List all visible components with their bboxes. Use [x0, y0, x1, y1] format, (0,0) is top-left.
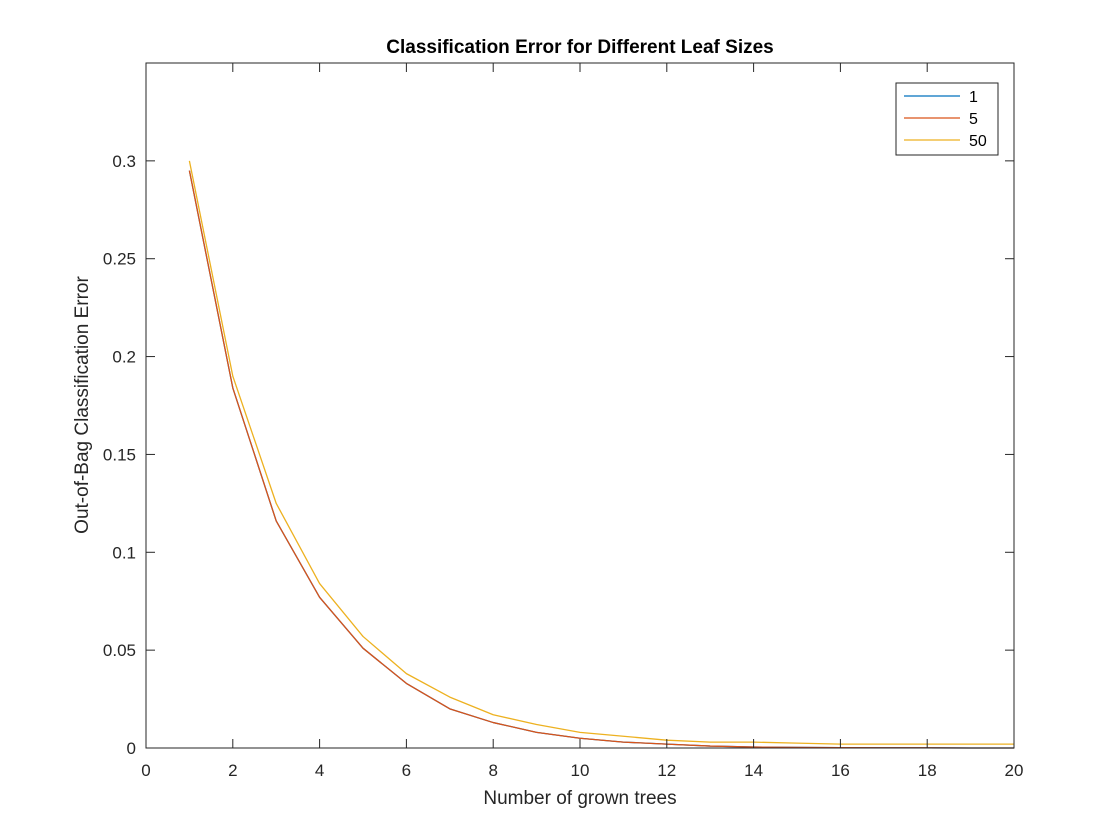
- x-tick-label: 14: [744, 761, 763, 780]
- x-tick-label: 18: [918, 761, 937, 780]
- y-tick-label: 0.1: [112, 543, 136, 562]
- y-axis-label: Out-of-Bag Classification Error: [72, 276, 93, 534]
- legend-box: [895, 82, 999, 156]
- x-tick-label: 16: [831, 761, 850, 780]
- y-tick-label: 0.3: [112, 152, 136, 171]
- ticks-layer: 0 2 4 6 8 10 12 14 16 18 20 0 0.05 0.1 0.15 0.2 0.25 0.3: [103, 63, 1024, 780]
- y-tick-label: 0: [127, 739, 136, 758]
- x-tick-label: 12: [657, 761, 676, 780]
- x-tick-label: 6: [402, 761, 411, 780]
- y-tick-label: 0.25: [103, 250, 136, 269]
- x-tick-label: 8: [488, 761, 497, 780]
- y-tick-label: 0.15: [103, 445, 136, 464]
- y-tick-label: 0.05: [103, 641, 136, 660]
- x-tick-label: 0: [141, 761, 150, 780]
- x-tick-label: 2: [228, 761, 237, 780]
- x-tick-label: 20: [1005, 761, 1024, 780]
- x-tick-label: 10: [571, 761, 590, 780]
- y-tick-label: 0.2: [112, 348, 136, 367]
- plot-area: [146, 63, 1014, 748]
- x-tick-label: 4: [315, 761, 324, 780]
- x-axis-label: Number of grown trees: [483, 788, 676, 809]
- series-line-50: [188, 160, 1014, 745]
- chart-title: Classification Error for Different Leaf …: [386, 37, 774, 58]
- legend-label-1: 1: [969, 89, 978, 106]
- legend-label-50: 50: [969, 133, 987, 150]
- legend-label-5: 5: [969, 111, 978, 128]
- axes-box: [145, 62, 1015, 749]
